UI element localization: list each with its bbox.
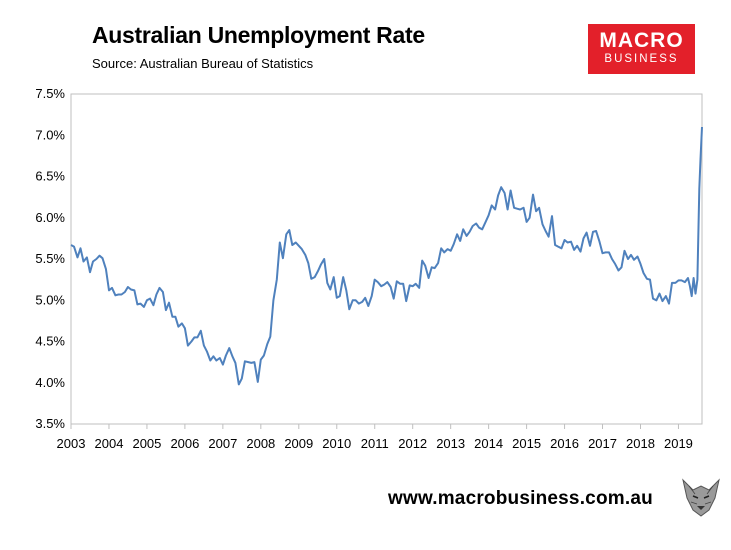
macrobusiness-logo: MACRO BUSINESS xyxy=(588,24,695,74)
x-tick-label: 2017 xyxy=(588,436,617,451)
chart-source: Source: Australian Bureau of Statistics xyxy=(92,56,314,71)
x-tick-label: 2008 xyxy=(246,436,275,451)
y-tick-label: 3.5% xyxy=(35,416,65,431)
chart-title: Australian Unemployment Rate xyxy=(92,22,425,48)
y-tick-label: 5.5% xyxy=(35,251,65,266)
x-tick-label: 2018 xyxy=(626,436,655,451)
x-tick-label: 2005 xyxy=(132,436,161,451)
logo-line-2: BUSINESS xyxy=(604,53,679,65)
y-tick-label: 6.5% xyxy=(35,169,65,184)
website-url[interactable]: www.macrobusiness.com.au xyxy=(388,488,653,509)
x-tick-label: 2010 xyxy=(322,436,351,451)
y-tick-label: 4.0% xyxy=(35,375,65,390)
unemployment-rate-line xyxy=(70,126,703,386)
y-tick-label: 5.0% xyxy=(35,292,65,307)
x-tick-label: 2004 xyxy=(95,436,124,451)
fox-logo-icon xyxy=(679,476,723,518)
x-tick-label: 2019 xyxy=(664,436,693,451)
x-tick-label: 2016 xyxy=(550,436,579,451)
x-tick-label: 2003 xyxy=(57,436,86,451)
x-tick-label: 2007 xyxy=(208,436,237,451)
x-axis-ticks: 2003 2004 2005 2006 2007 2008 2009 2010 2011 2012… xyxy=(57,424,693,451)
x-tick-label: 2006 xyxy=(170,436,199,451)
series-layer xyxy=(70,126,703,386)
y-tick-label: 6.0% xyxy=(35,210,65,225)
x-tick-label: 2012 xyxy=(398,436,427,451)
y-tick-label: 7.0% xyxy=(35,127,65,142)
plot-area xyxy=(70,93,703,425)
x-tick-label: 2009 xyxy=(284,436,313,451)
y-tick-label: 4.5% xyxy=(35,334,65,349)
x-tick-label: 2014 xyxy=(474,436,503,451)
unemployment-line-chart: 3.5% 4.0% 4.5% 5.0% 5.5% 6.0% 6.5% 7.0% 7.5% 200… xyxy=(35,86,703,451)
logo-line-1: MACRO xyxy=(599,29,684,52)
y-axis-ticks: 3.5% 4.0% 4.5% 5.0% 5.5% 6.0% 6.5% 7.0% 7.5% xyxy=(35,86,65,431)
x-tick-label: 2015 xyxy=(512,436,541,451)
y-tick-label: 7.5% xyxy=(35,86,65,101)
x-tick-label: 2013 xyxy=(436,436,465,451)
x-tick-label: 2011 xyxy=(361,436,389,451)
